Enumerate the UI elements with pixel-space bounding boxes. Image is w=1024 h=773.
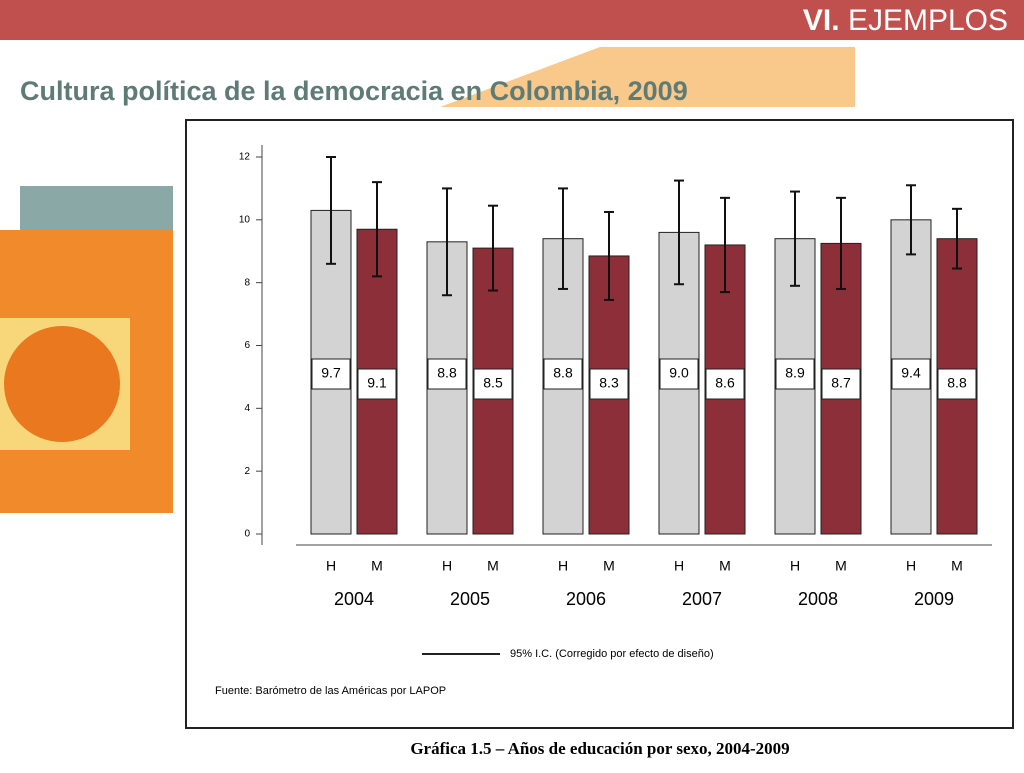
y-tick-label: 12: [239, 152, 251, 163]
x-group-label: 2007: [682, 589, 722, 609]
x-tick-label: M: [603, 558, 615, 574]
label-box: [891, 358, 931, 390]
label-box: [543, 358, 583, 390]
mean-label: 8.8: [947, 375, 967, 391]
label-box: [473, 368, 513, 400]
mean-label: 8.5: [483, 375, 503, 391]
x-tick-label: H: [790, 558, 800, 574]
x-tick-label: M: [487, 558, 499, 574]
x-tick-label: H: [442, 558, 452, 574]
label-box: [357, 368, 397, 400]
label-box: [821, 368, 861, 400]
x-tick-label: H: [326, 558, 336, 574]
label-box: [427, 358, 467, 390]
y-tick-label: 10: [239, 214, 251, 225]
y-tick-label: 0: [244, 529, 250, 540]
legend-text: 95% I.C. (Corregido por efecto de diseño…: [510, 648, 714, 660]
mean-label: 9.1: [367, 375, 387, 391]
header-bar: [0, 0, 1024, 40]
mean-label: 8.7: [831, 375, 851, 391]
x-group-label: 2006: [566, 589, 606, 609]
caption: Gráfica 1.5 – Años de educación por sexo…: [410, 739, 789, 758]
title-decor: [440, 47, 855, 107]
x-tick-label: H: [558, 558, 568, 574]
x-tick-label: H: [906, 558, 916, 574]
mean-label: 9.0: [669, 365, 689, 381]
label-box: [937, 368, 977, 400]
header: VI. EJEMPLOS: [803, 4, 1008, 37]
x-tick-label: M: [835, 558, 847, 574]
label-box: [659, 358, 699, 390]
label-box: [775, 358, 815, 390]
label-box: [589, 368, 629, 400]
y-tick-label: 2: [244, 466, 250, 477]
x-tick-label: M: [719, 558, 731, 574]
source: Fuente: Barómetro de las Américas por LA…: [215, 685, 446, 697]
x-tick-label: H: [674, 558, 684, 574]
mean-label: 9.7: [321, 365, 341, 381]
x-tick-label: M: [951, 558, 963, 574]
mean-label: 8.3: [599, 375, 619, 391]
book-decor: [20, 186, 173, 230]
slide-title: Cultura política de la democracia en Col…: [20, 76, 688, 106]
header-section: VI.: [803, 4, 840, 37]
x-group-label: 2008: [798, 589, 838, 609]
mean-label: 8.9: [785, 365, 805, 381]
mean-label: 9.4: [901, 365, 921, 381]
x-tick-label: M: [371, 558, 383, 574]
y-tick-label: 8: [244, 277, 250, 288]
mean-label: 8.8: [553, 365, 573, 381]
y-tick-label: 4: [244, 403, 250, 414]
x-group-label: 2005: [450, 589, 490, 609]
y-tick-label: 6: [244, 340, 250, 351]
x-group-label: 2009: [914, 589, 954, 609]
header-label: EJEMPLOS: [848, 4, 1008, 37]
label-box: [705, 368, 745, 400]
mean-label: 8.6: [715, 375, 735, 391]
label-box: [311, 358, 351, 390]
globe: [4, 326, 120, 442]
mean-label: 8.8: [437, 365, 457, 381]
x-group-label: 2004: [334, 589, 374, 609]
